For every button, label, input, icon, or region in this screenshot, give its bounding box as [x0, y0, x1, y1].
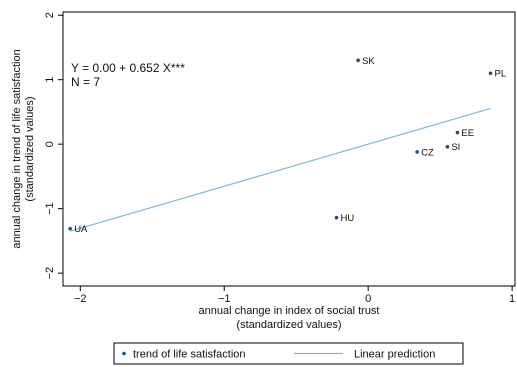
y-tick-label: −1: [44, 202, 56, 215]
legend-marker-icon: [122, 351, 126, 356]
x-axis-subtitle: (standardized values): [236, 319, 341, 331]
point-label-si: SI: [451, 142, 460, 153]
legend-label-points: trend of life satisfaction: [133, 349, 246, 361]
point-label-cz: CZ: [421, 147, 434, 158]
data-point-ua: [68, 226, 72, 231]
y-axis-subtitle: (standardized values): [24, 96, 36, 201]
point-label-hu: HU: [341, 213, 355, 224]
legend-box: [113, 342, 464, 365]
x-tick-label: −1: [218, 293, 231, 305]
data-point-cz: [415, 150, 419, 154]
legend: trend of life satisfaction Linear predic…: [113, 342, 464, 365]
plot-frame: [62, 11, 516, 287]
data-point-sk: [356, 58, 360, 63]
sample-size: N = 7: [71, 75, 100, 89]
y-axis-ticks: −2 −1 0 1 2: [44, 12, 63, 279]
x-axis-title: annual change in index of social trust: [198, 305, 379, 317]
data-point-pl: [488, 71, 493, 76]
x-tick-label: 0: [365, 293, 371, 305]
data-point-hu: [334, 215, 339, 220]
point-label-ua: UA: [74, 224, 88, 235]
data-point-ee: [455, 130, 460, 135]
y-tick-label: −2: [44, 267, 56, 280]
y-tick-label: 1: [44, 77, 56, 83]
data-point-si: [445, 144, 450, 149]
linear-prediction-line: [70, 107, 491, 232]
x-tick-label: −2: [74, 293, 87, 305]
regression-equation: Y = 0.00 + 0.652 X***: [71, 61, 185, 75]
plot-area: [62, 11, 516, 287]
legend-label-line: Linear prediction: [354, 349, 435, 361]
x-axis-ticks: −2 −1 0 1: [74, 286, 515, 305]
point-label-ee: EE: [461, 128, 474, 139]
point-label-sk: SK: [362, 56, 375, 67]
y-tick-label: 0: [44, 141, 56, 147]
x-tick-label: 1: [509, 293, 515, 305]
y-axis-title: annual change in trend of life satisfact…: [11, 49, 23, 248]
y-tick-label: 2: [44, 12, 56, 18]
point-label-pl: PL: [495, 69, 507, 80]
